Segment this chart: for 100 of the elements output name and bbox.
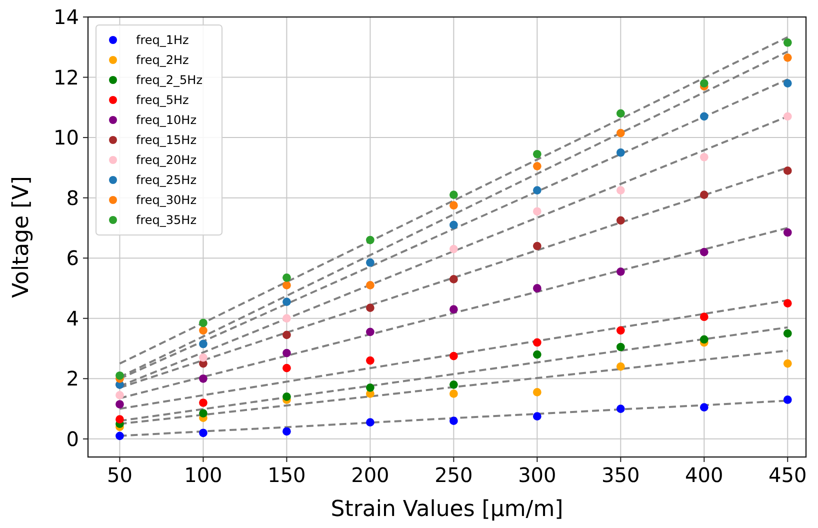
point <box>116 415 124 424</box>
point <box>616 128 625 138</box>
x-tick-label: 200 <box>351 463 390 487</box>
x-tick-label: 450 <box>768 463 807 487</box>
x-tick-label: 100 <box>184 463 222 487</box>
point <box>616 216 625 225</box>
point <box>783 329 792 338</box>
point <box>532 162 542 170</box>
point <box>366 418 374 427</box>
x-tick-label: 300 <box>518 463 556 487</box>
legend-label: freq_20Hz <box>136 153 196 168</box>
y-tick-label: 4 <box>66 306 79 330</box>
point <box>783 112 792 121</box>
point <box>616 186 625 194</box>
point <box>282 314 291 323</box>
y-tick-label: 8 <box>66 186 79 210</box>
point <box>532 242 542 250</box>
point <box>282 348 291 358</box>
x-tick-label: 350 <box>602 463 640 487</box>
y-tick-label: 6 <box>66 246 79 270</box>
point <box>532 284 542 292</box>
point <box>449 275 458 284</box>
point <box>700 312 708 322</box>
legend-label: freq_2Hz <box>136 53 189 68</box>
point <box>282 298 291 306</box>
point <box>616 342 625 352</box>
point <box>199 353 208 362</box>
point <box>532 186 542 194</box>
point <box>282 330 291 340</box>
legend-label: freq_2_5Hz <box>136 73 202 88</box>
point <box>616 109 625 118</box>
y-tick-label: 12 <box>54 65 79 90</box>
point <box>116 371 124 380</box>
point <box>282 364 291 372</box>
legend-label: freq_15Hz <box>136 133 196 148</box>
legend-label: freq_35Hz <box>136 213 196 228</box>
point <box>449 380 458 389</box>
point <box>783 38 792 47</box>
point <box>116 391 124 400</box>
point <box>783 228 792 237</box>
point <box>532 350 542 359</box>
legend-label: freq_5Hz <box>136 93 189 108</box>
point <box>783 396 792 404</box>
point <box>449 352 458 360</box>
point <box>449 220 458 230</box>
point <box>449 305 458 314</box>
legend-label: freq_10Hz <box>136 113 196 128</box>
point <box>616 326 625 335</box>
point <box>783 79 792 88</box>
y-tick-label: 14 <box>54 5 79 29</box>
x-axis-title: Strain Values [µm/m] <box>330 497 564 522</box>
point <box>783 166 792 175</box>
point <box>700 112 708 121</box>
point <box>282 274 291 282</box>
point <box>700 152 708 162</box>
point <box>116 432 124 440</box>
point <box>616 404 625 413</box>
point <box>449 390 458 398</box>
x-tick-label: 150 <box>268 463 306 487</box>
point <box>449 201 458 210</box>
legend-label: freq_30Hz <box>136 193 196 208</box>
y-tick-label: 0 <box>66 426 79 451</box>
legend-label: freq_1Hz <box>136 33 189 48</box>
point <box>282 392 291 401</box>
point <box>532 338 542 347</box>
point <box>616 362 625 371</box>
y-axis-title: Voltage [V] <box>9 176 34 298</box>
point <box>532 207 542 216</box>
point <box>199 428 208 438</box>
x-tick-label: 50 <box>107 463 132 487</box>
x-tick-label: 250 <box>434 463 473 487</box>
point <box>199 340 208 348</box>
point <box>700 190 708 199</box>
point <box>700 335 708 344</box>
point <box>366 328 374 336</box>
point <box>616 267 625 276</box>
point <box>700 403 708 412</box>
point <box>366 356 374 365</box>
point <box>282 281 291 290</box>
point <box>532 388 542 396</box>
point <box>116 400 124 408</box>
x-tick-label: 400 <box>685 463 724 487</box>
y-tick-label: 10 <box>54 126 79 150</box>
legend-label: freq_25Hz <box>136 173 196 188</box>
point <box>449 244 458 254</box>
point <box>199 409 208 418</box>
point <box>366 258 374 267</box>
point <box>616 148 625 157</box>
point <box>783 359 792 368</box>
point <box>199 398 208 407</box>
point <box>199 326 208 335</box>
point <box>282 427 291 436</box>
point <box>700 79 708 88</box>
y-tick-label: 2 <box>66 366 79 391</box>
point <box>449 416 458 426</box>
point <box>366 304 374 312</box>
point <box>783 54 792 62</box>
point <box>199 318 208 328</box>
point <box>449 190 458 199</box>
point <box>532 150 542 158</box>
